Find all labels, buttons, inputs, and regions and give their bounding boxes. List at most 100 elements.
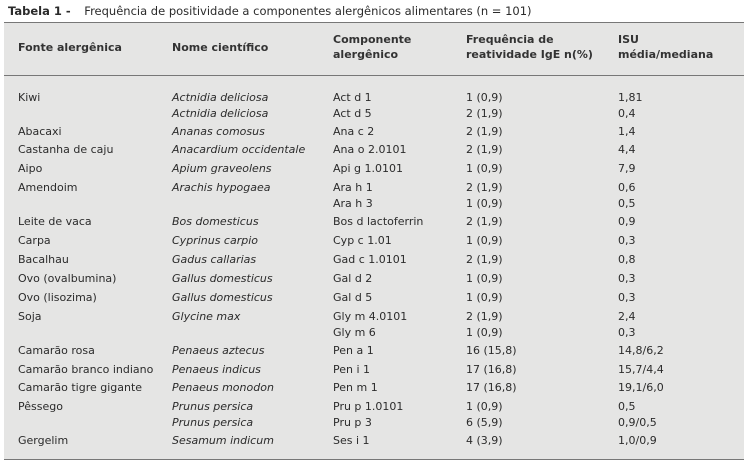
cell-frequency-line: 1 (0,9) bbox=[466, 162, 503, 175]
cell-component: Ana o 2.0101 bbox=[333, 142, 406, 158]
cell-component-line: Act d 1 bbox=[333, 91, 372, 104]
cell-scientific-name-line: Penaeus aztecus bbox=[172, 344, 265, 357]
cell-frequency-line: 17 (16,8) bbox=[466, 381, 517, 394]
cell-isu-line: 0,6 bbox=[618, 181, 636, 194]
cell-component-line: Ara h 3 bbox=[333, 197, 373, 210]
cell-component: Act d 1 Act d 5 bbox=[333, 90, 372, 122]
cell-component-line: Pru p 3 bbox=[333, 416, 372, 429]
cell-frequency-line: 1 (0,9) bbox=[466, 197, 503, 210]
cell-isu-line: 0,3 bbox=[618, 291, 636, 304]
cell-isu-line: 19,1/6,0 bbox=[618, 381, 664, 394]
cell-component-line: Gad c 1.0101 bbox=[333, 253, 407, 266]
cell-source: Gergelim bbox=[18, 434, 69, 447]
cell-frequency-line: 16 (15,8) bbox=[466, 344, 517, 357]
cell-frequency-line: 17 (16,8) bbox=[466, 363, 517, 376]
cell-isu: 0,3 bbox=[618, 233, 636, 249]
cell-isu-line: 7,9 bbox=[618, 162, 636, 175]
header-frequency: Frequência de reatividade IgE n(%) bbox=[466, 32, 593, 62]
cell-isu: 1,81 0,4 bbox=[618, 90, 643, 122]
cell-isu: 14,8/6,2 bbox=[618, 343, 664, 359]
cell-isu-line: 1,81 bbox=[618, 91, 643, 104]
cell-isu-line: 0,3 bbox=[618, 272, 636, 285]
cell-source: Kiwi bbox=[18, 91, 41, 104]
cell-isu-line: 15,7/4,4 bbox=[618, 363, 664, 376]
cell-scientific-name: Prunus persica Prunus persica bbox=[172, 399, 253, 431]
cell-source: Carpa bbox=[18, 234, 51, 247]
cell-isu: 0,6 0,5 bbox=[618, 180, 636, 212]
cell-isu-line: 14,8/6,2 bbox=[618, 344, 664, 357]
cell-isu: 15,7/4,4 bbox=[618, 362, 664, 378]
cell-isu: 7,9 bbox=[618, 161, 636, 177]
caption-title: Frequência de positividade a componentes… bbox=[84, 4, 532, 18]
cell-component-line: Pen m 1 bbox=[333, 381, 378, 394]
cell-scientific-name-line: Actnidia deliciosa bbox=[172, 107, 269, 120]
cell-scientific-name-line: Apium graveolens bbox=[172, 162, 272, 175]
cell-isu: 0,5 0,9/0,5 bbox=[618, 399, 657, 431]
cell-scientific-name: Actnidia deliciosa Actnidia deliciosa bbox=[172, 90, 268, 122]
cell-source: Amendoim bbox=[18, 181, 78, 194]
cell-component-line: Pru p 1.0101 bbox=[333, 400, 404, 413]
header-component-line: Componente bbox=[333, 33, 412, 46]
cell-component-line: Gal d 2 bbox=[333, 272, 373, 285]
cell-scientific-name-line: Ananas comosus bbox=[172, 125, 265, 138]
cell-scientific-name: Bos domesticus bbox=[172, 214, 259, 230]
cell-isu: 1,0/0,9 bbox=[618, 433, 657, 449]
cell-isu: 0,3 bbox=[618, 290, 636, 306]
cell-frequency: 1 (0,9) bbox=[466, 290, 503, 306]
header-component: Componente alergênico bbox=[333, 32, 411, 62]
cell-scientific-name: Anacardium occidentale bbox=[172, 142, 305, 158]
header-frequency-line: reatividade IgE n(%) bbox=[466, 48, 593, 61]
cell-component: Api g 1.0101 bbox=[333, 161, 403, 177]
cell-component-line: Act d 5 bbox=[333, 107, 372, 120]
header-isu-line: média/mediana bbox=[618, 48, 714, 61]
header-component-line: alergênico bbox=[333, 48, 399, 61]
cell-component-line: Gly m 4.0101 bbox=[333, 310, 408, 323]
cell-scientific-name: Penaeus indicus bbox=[172, 362, 261, 378]
cell-scientific-name: Glycine max bbox=[172, 309, 240, 325]
cell-component: Pen m 1 bbox=[333, 380, 378, 396]
cell-isu-line: 1,4 bbox=[618, 125, 636, 138]
cell-frequency: 17 (16,8) bbox=[466, 362, 517, 378]
cell-source: Ovo (ovalbumina) bbox=[18, 272, 117, 285]
cell-scientific-name-line: Glycine max bbox=[172, 310, 241, 323]
cell-scientific-name: Apium graveolens bbox=[172, 161, 272, 177]
cell-component-line: Api g 1.0101 bbox=[333, 162, 404, 175]
cell-frequency-line: 1 (0,9) bbox=[466, 272, 503, 285]
cell-isu-line: 0,5 bbox=[618, 197, 636, 210]
cell-source: Castanha de caju bbox=[18, 143, 114, 156]
cell-frequency-line: 1 (0,9) bbox=[466, 234, 503, 247]
cell-frequency: 4 (3,9) bbox=[466, 433, 503, 449]
cell-frequency-line: 1 (0,9) bbox=[466, 91, 503, 104]
cell-scientific-name-line: Arachis hypogaea bbox=[172, 181, 271, 194]
cell-isu: 4,4 bbox=[618, 142, 636, 158]
cell-component: Ana c 2 bbox=[333, 124, 374, 140]
cell-frequency: 1 (0,9) bbox=[466, 161, 503, 177]
cell-component: Bos d lactoferrin bbox=[333, 214, 423, 230]
cell-scientific-name: Sesamum indicum bbox=[172, 433, 274, 449]
cell-frequency: 1 (0,9) bbox=[466, 271, 503, 287]
cell-component-line: Ana o 2.0101 bbox=[333, 143, 407, 156]
cell-frequency: 2 (1,9) 1 (0,9) bbox=[466, 309, 503, 341]
cell-scientific-name: Gallus domesticus bbox=[172, 271, 273, 287]
cell-frequency-line: 2 (1,9) bbox=[466, 181, 503, 194]
cell-scientific-name: Gallus domesticus bbox=[172, 290, 273, 306]
cell-isu-line: 0,4 bbox=[618, 107, 636, 120]
cell-scientific-name: Penaeus aztecus bbox=[172, 343, 264, 359]
cell-component-line: Ana c 2 bbox=[333, 125, 375, 138]
cell-frequency-line: 2 (1,9) bbox=[466, 310, 503, 323]
cell-scientific-name: Cyprinus carpio bbox=[172, 233, 258, 249]
cell-frequency: 2 (1,9) 1 (0,9) bbox=[466, 180, 503, 212]
table-bottom-rule bbox=[4, 459, 744, 460]
cell-source: Camarão rosa bbox=[18, 344, 95, 357]
cell-frequency-line: 1 (0,9) bbox=[466, 326, 503, 339]
header-frequency-line: Frequência de bbox=[466, 33, 554, 46]
cell-scientific-name-line: Penaeus indicus bbox=[172, 363, 261, 376]
cell-source: Ovo (lisozima) bbox=[18, 291, 97, 304]
header-rule bbox=[4, 75, 744, 76]
cell-scientific-name-line: Cyprinus carpio bbox=[172, 234, 259, 247]
cell-component-line: Ara h 1 bbox=[333, 181, 373, 194]
cell-scientific-name: Gadus callarias bbox=[172, 252, 256, 268]
cell-component: Gad c 1.0101 bbox=[333, 252, 407, 268]
cell-component: Ses i 1 bbox=[333, 433, 370, 449]
header-isu-line: ISU bbox=[618, 33, 639, 46]
